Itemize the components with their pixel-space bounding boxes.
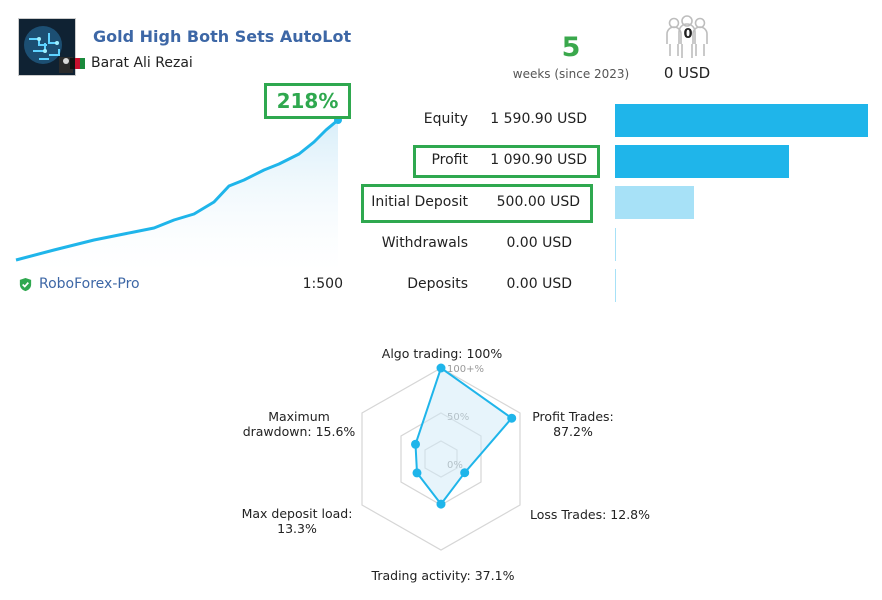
equity-label: Equity [423, 111, 468, 127]
growth-line [15, 118, 339, 262]
deposits-value: 0.00 USD [506, 276, 572, 292]
strategy-title[interactable]: Gold High Both Sets AutoLot [93, 27, 352, 46]
radar-point-5 [411, 439, 420, 449]
broker-name[interactable]: RoboForex-Pro [39, 276, 140, 292]
radar-point-3 [436, 499, 446, 509]
equity-bar [615, 104, 868, 137]
verified-shield-icon [19, 277, 32, 291]
broker-row: RoboForex-Pro [18, 276, 140, 292]
radar-label-max-deposit-load-line1: Max deposit load: [241, 506, 353, 521]
radar-label-profit-trades: Profit Trades: 87.2% [523, 409, 623, 439]
profit-highlight [413, 145, 600, 178]
withdrawals-value: 0.00 USD [506, 235, 572, 251]
radar-label-max-deposit-load: Max deposit load: 13.3% [234, 506, 360, 536]
radar-point-0 [436, 363, 446, 373]
leverage: 1:500 [302, 276, 343, 292]
growth-value: 218% [264, 83, 351, 119]
radar-label-max-drawdown-line2: drawdown: 15.6% [242, 424, 356, 439]
radar-label-trading-activity: Trading activity: 37.1% [371, 568, 515, 583]
radar-point-2 [460, 468, 470, 478]
radar-label-max-drawdown-line1: Maximum [268, 409, 330, 424]
initial-deposit-label: Initial Deposit [371, 194, 468, 210]
subscribers-count: 0 [683, 27, 693, 42]
weeks-count: 5 [561, 32, 581, 63]
author-row: Barat Ali Rezai [70, 55, 193, 71]
radar-point-4 [412, 468, 422, 478]
deposits-bar [615, 269, 616, 302]
afghanistan-flag-icon [70, 57, 85, 69]
radar-chart: 100+% 50% 0% [361, 363, 521, 551]
radar-label-profit-trades-line1: Profit Trades: [532, 409, 614, 424]
withdrawals-label: Withdrawals [381, 235, 468, 251]
strategy-avatar[interactable] [18, 18, 76, 76]
weeks-label: weeks (since 2023) [512, 67, 630, 81]
radar-label-algo-trading: Algo trading: 100% [381, 346, 503, 361]
radar-area [414, 366, 514, 506]
subscribers-amount: 0 USD [663, 64, 711, 82]
deposits-label: Deposits [407, 276, 468, 292]
withdrawals-bar [615, 228, 616, 261]
growth-chart [15, 116, 342, 272]
initial-deposit-highlight [361, 184, 593, 223]
initial-deposit-bar [615, 186, 694, 219]
radar-label-loss-trades: Loss Trades: 12.8% [529, 507, 651, 522]
initial-deposit-value: 500.00 USD [496, 194, 580, 210]
radar-points [411, 363, 517, 509]
author-name[interactable]: Barat Ali Rezai [91, 55, 193, 71]
radar-scale-100: 100+% [447, 364, 484, 375]
subscribers-icon [666, 15, 708, 58]
profit-label: Profit [431, 152, 468, 168]
radar-label-profit-trades-line2: 87.2% [553, 424, 593, 439]
radar-label-max-deposit-load-line2: 13.3% [277, 521, 317, 536]
equity-value: 1 590.90 USD [490, 111, 587, 127]
growth-area [16, 120, 338, 272]
profit-bar [615, 145, 789, 178]
radar-label-max-drawdown: Maximum drawdown: 15.6% [236, 409, 362, 439]
profit-value: 1 090.90 USD [490, 152, 587, 168]
radar-point-1 [507, 413, 517, 423]
